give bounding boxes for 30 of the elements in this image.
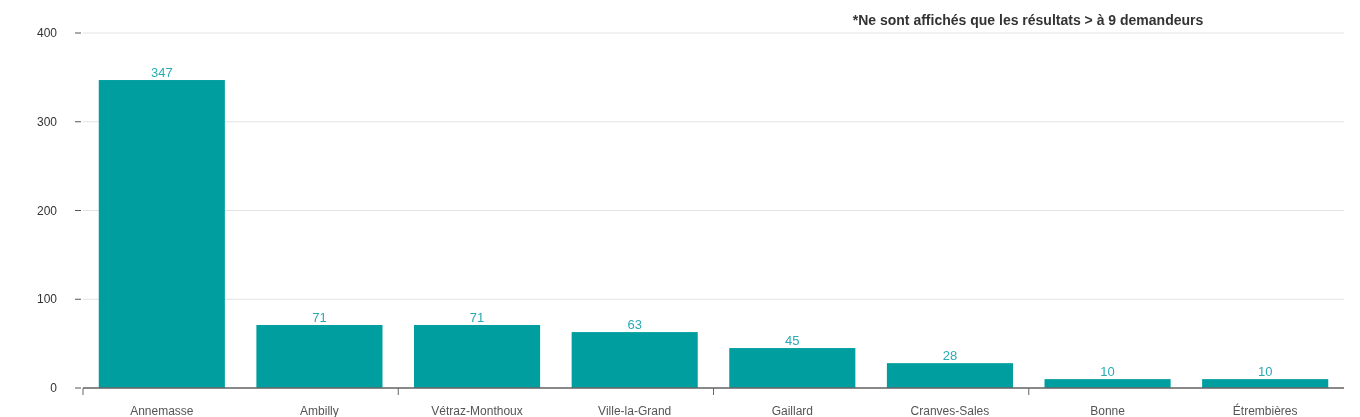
- x-tick-label: Ambilly: [300, 404, 339, 417]
- x-tick-label: Étrembières: [1232, 403, 1298, 417]
- y-tick-label: 200: [36, 203, 58, 218]
- y-tick-label: 0: [50, 381, 58, 396]
- x-tick-label: Cranves-Sales: [910, 404, 990, 417]
- x-tick-label: Ville-la-Grand: [598, 404, 672, 417]
- data-label: 28: [942, 348, 958, 364]
- data-label: 10: [1100, 364, 1115, 380]
- bar: [1044, 379, 1171, 388]
- data-label: 45: [785, 333, 800, 349]
- y-tick-label: 300: [36, 114, 58, 129]
- bar: [1202, 379, 1329, 388]
- x-tick-label: Vétraz-Monthoux: [431, 404, 523, 417]
- bar: [729, 348, 856, 388]
- data-label: 71: [312, 309, 327, 325]
- data-label: 10: [1257, 364, 1273, 380]
- bar: [414, 324, 541, 388]
- y-tick-label: 400: [36, 26, 58, 41]
- bar: [886, 363, 1013, 388]
- bar: [98, 80, 225, 388]
- x-tick-label: Annemasse: [130, 404, 194, 417]
- data-label: 63: [627, 317, 642, 333]
- data-label: 347: [150, 65, 173, 81]
- x-tick-label: Bonne: [1090, 404, 1126, 417]
- data-label: 71: [469, 309, 485, 325]
- bar: [256, 324, 383, 388]
- y-tick-label: 100: [36, 292, 58, 307]
- text: *Ne sont affichés que les résultats > à 9 demandeurs: [852, 12, 1204, 28]
- bar: [571, 332, 698, 388]
- x-tick-label: Gaillard: [771, 404, 813, 417]
